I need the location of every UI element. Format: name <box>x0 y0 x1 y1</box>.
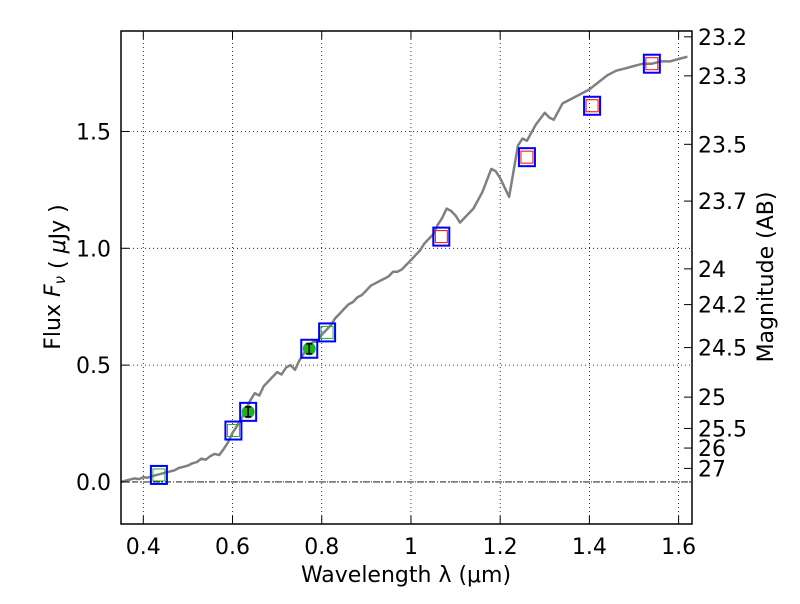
photometry-marker <box>152 468 166 482</box>
magnitude-tick-label: 27 <box>698 457 726 482</box>
x-tick-label: 0.6 <box>215 535 250 560</box>
photometry-point <box>318 322 337 343</box>
photometry-point <box>642 53 661 74</box>
photometry-box <box>239 401 258 422</box>
photometry-point <box>224 420 243 441</box>
x-tick-label: 0.8 <box>304 535 339 560</box>
y-tick-label: 1.5 <box>76 120 111 145</box>
photometry-point <box>432 226 451 247</box>
model-spectrum-line <box>121 55 688 484</box>
y-axis-title-part: Jy ) <box>46 204 71 241</box>
photometry-marker <box>320 325 334 339</box>
magnitude-tick-label: 23.5 <box>698 133 747 158</box>
magnitude-tick-label: 24.2 <box>698 294 747 319</box>
photometry-marker <box>434 230 448 244</box>
photometry-marker <box>585 99 599 113</box>
photometry-point <box>517 147 536 168</box>
x-tick-label: 1 <box>404 535 418 560</box>
grid <box>121 31 692 524</box>
photometry-box <box>224 420 243 441</box>
photometry-point <box>300 338 319 359</box>
photometry-box <box>642 53 661 74</box>
y-axis-title-part: Flux <box>41 297 66 350</box>
y-axis-title-part: F <box>41 284 66 297</box>
x-tick-label: 0.4 <box>126 535 161 560</box>
magnitude-tick-label: 26 <box>698 437 726 462</box>
y-axis-title: Flux Fν ( μJy ) <box>41 204 71 349</box>
magnitude-tick-label: 23.7 <box>698 190 747 215</box>
y-axis-title-part: ( <box>46 253 71 276</box>
magnitude-tick-label: 24 <box>698 258 726 283</box>
photometry-marker <box>226 424 240 438</box>
photometry-box <box>517 147 536 168</box>
y-tick-label: 1.0 <box>76 237 111 262</box>
x-tick-label: 1.2 <box>483 535 518 560</box>
photometry-box <box>583 95 602 116</box>
magnitude-tick-label: 25.5 <box>698 417 747 442</box>
photometry-box <box>149 464 168 485</box>
photometry-box <box>300 338 319 359</box>
y-tick-label: 0.0 <box>76 471 111 496</box>
y-axis-title-part: μ <box>46 239 71 254</box>
ticks: 0.4 0.6 0.8 1 1.2 1.4 1.6 0.0 0.5 1.0 1.5 23.2 23.3 2… <box>76 26 747 560</box>
photometry-box <box>318 322 337 343</box>
plot-frame <box>120 30 693 525</box>
photometry-point <box>149 464 168 485</box>
y-axis-title-part: ν <box>51 276 69 284</box>
x-tick-label: 1.4 <box>572 535 607 560</box>
magnitude-tick-label: 25 <box>698 386 726 411</box>
photometry-point <box>239 401 258 422</box>
photometry-box <box>432 226 451 247</box>
magnitude-axis-title: Magnitude (AB) <box>754 192 779 363</box>
x-axis-title: Wavelength λ (μm) <box>301 563 511 588</box>
photometry-point <box>583 95 602 116</box>
magnitude-tick-label: 23.3 <box>698 65 747 90</box>
x-tick-label: 1.6 <box>661 535 696 560</box>
photometry-marker <box>520 150 534 164</box>
magnitude-tick-label: 24.5 <box>698 337 747 362</box>
data-area <box>121 53 688 485</box>
magnitude-tick-label: 23.2 <box>698 26 747 51</box>
photometry-marker <box>645 57 659 71</box>
y-tick-label: 0.5 <box>76 354 111 379</box>
